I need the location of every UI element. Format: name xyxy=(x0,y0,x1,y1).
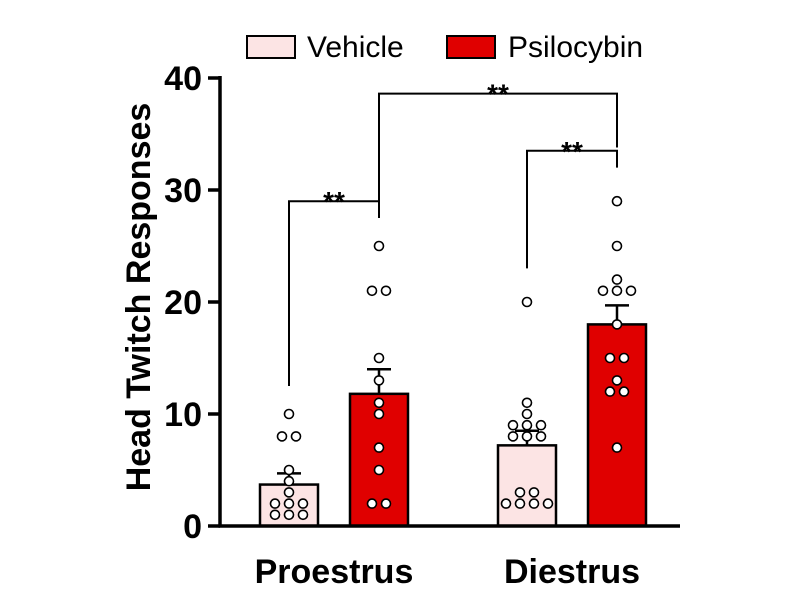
data-point xyxy=(500,498,512,509)
data-point xyxy=(290,431,302,442)
data-point xyxy=(269,498,281,509)
data-point xyxy=(611,285,623,297)
data-point xyxy=(597,285,609,297)
data-point xyxy=(373,442,385,453)
data-point xyxy=(373,352,385,364)
data-point xyxy=(373,408,385,420)
significance-bracket-psilocybin xyxy=(378,92,618,207)
y-tick-label: 0 xyxy=(183,508,202,546)
y-tick-label: 30 xyxy=(164,172,202,210)
data-point xyxy=(611,319,623,330)
data-point xyxy=(625,285,637,297)
data-point xyxy=(611,274,623,285)
data-point xyxy=(604,386,616,397)
data-point xyxy=(373,397,385,409)
y-axis-label: Head Twitch Responses xyxy=(120,103,158,492)
legend-label-vehicle: Vehicle xyxy=(307,31,404,64)
x-category-label: Diestrus xyxy=(504,553,640,591)
data-point xyxy=(283,509,295,521)
data-point xyxy=(297,509,309,521)
data-point xyxy=(521,397,533,409)
data-point xyxy=(611,195,623,207)
data-point xyxy=(521,419,533,431)
data-point xyxy=(373,375,385,386)
data-point xyxy=(366,498,378,509)
data-point xyxy=(521,296,533,308)
data-point xyxy=(297,498,309,509)
y-tick-label: 20 xyxy=(164,284,202,322)
data-point xyxy=(276,431,288,442)
data-point xyxy=(618,352,630,364)
data-point xyxy=(283,498,295,509)
x-category-label: Proestrus xyxy=(255,553,414,591)
data-point xyxy=(283,408,295,420)
data-point xyxy=(373,464,385,476)
significance-bracket-proestrus xyxy=(288,200,380,386)
bar-diestrus-vehicle xyxy=(496,444,558,528)
bar-diestrus-psilocybin xyxy=(586,323,648,528)
data-point xyxy=(380,498,392,509)
legend-swatch-vehicle xyxy=(246,35,296,59)
data-point xyxy=(514,498,526,509)
data-point xyxy=(611,375,623,386)
data-point xyxy=(366,285,378,297)
significance-label: ** xyxy=(323,186,345,217)
data-point xyxy=(528,487,540,498)
data-point xyxy=(618,386,630,397)
data-point xyxy=(521,431,533,442)
legend-label-psilocybin: Psilocybin xyxy=(508,31,643,64)
data-point xyxy=(269,509,281,521)
data-point xyxy=(604,352,616,364)
data-point xyxy=(528,498,540,509)
data-point xyxy=(507,431,519,442)
data-point xyxy=(542,498,554,509)
data-point xyxy=(507,419,519,431)
legend-swatch-psilocybin xyxy=(446,35,496,59)
data-point xyxy=(283,487,295,498)
significance-label: ** xyxy=(487,79,509,110)
y-tick-label: 40 xyxy=(164,60,202,98)
data-point xyxy=(283,475,295,487)
significance-bracket-diestrus xyxy=(526,149,618,269)
data-point xyxy=(283,464,295,476)
data-point xyxy=(611,240,623,252)
data-point xyxy=(514,487,526,498)
data-point xyxy=(373,240,385,252)
y-tick-label: 10 xyxy=(164,396,202,434)
data-point xyxy=(521,408,533,420)
significance-label: ** xyxy=(561,136,583,167)
data-point xyxy=(611,442,623,453)
data-point xyxy=(535,431,547,442)
data-point xyxy=(380,285,392,297)
data-point xyxy=(535,419,547,431)
